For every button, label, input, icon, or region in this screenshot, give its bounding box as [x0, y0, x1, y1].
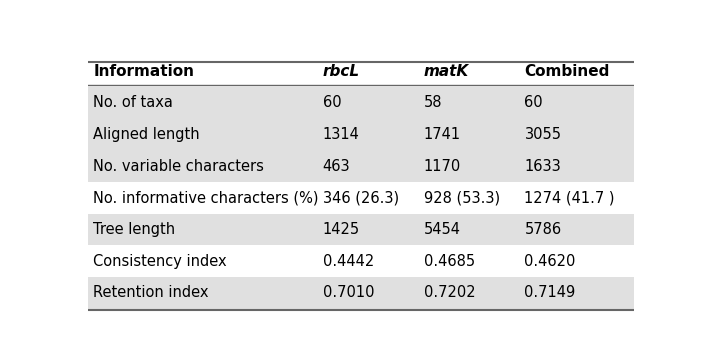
Text: 346 (26.3): 346 (26.3) [322, 190, 398, 205]
Text: Information: Information [94, 64, 194, 79]
Text: No. variable characters: No. variable characters [94, 159, 264, 174]
Text: 0.7010: 0.7010 [322, 285, 374, 300]
Text: 0.7202: 0.7202 [424, 285, 475, 300]
Text: 58: 58 [424, 96, 442, 110]
Text: rbcL: rbcL [322, 64, 360, 79]
Text: 1633: 1633 [524, 159, 561, 174]
Text: Tree length: Tree length [94, 222, 175, 237]
Text: 1741: 1741 [424, 127, 460, 142]
Text: 0.4442: 0.4442 [322, 253, 374, 269]
Text: 60: 60 [322, 96, 341, 110]
Text: No. informative characters (%): No. informative characters (%) [94, 190, 319, 205]
Text: 928 (53.3): 928 (53.3) [424, 190, 500, 205]
Bar [88, 119, 634, 150]
Text: matK: matK [424, 64, 469, 79]
Bar [88, 150, 634, 182]
Text: 60: 60 [524, 96, 543, 110]
Text: 5454: 5454 [424, 222, 460, 237]
Text: 5786: 5786 [524, 222, 562, 237]
Text: 1425: 1425 [322, 222, 360, 237]
Bar [88, 87, 634, 119]
Text: 0.4685: 0.4685 [424, 253, 474, 269]
Text: Consistency index: Consistency index [94, 253, 227, 269]
Text: 3055: 3055 [524, 127, 562, 142]
Text: 0.4620: 0.4620 [524, 253, 576, 269]
Bar [88, 214, 634, 245]
Text: Aligned length: Aligned length [94, 127, 200, 142]
Text: 1274 (41.7 ): 1274 (41.7 ) [524, 190, 615, 205]
Text: Retention index: Retention index [94, 285, 209, 300]
Text: 1314: 1314 [322, 127, 360, 142]
Text: 463: 463 [322, 159, 350, 174]
Text: Combined: Combined [524, 64, 610, 79]
Bar [88, 277, 634, 309]
Text: 0.7149: 0.7149 [524, 285, 576, 300]
Text: 1170: 1170 [424, 159, 461, 174]
Text: No. of taxa: No. of taxa [94, 96, 173, 110]
